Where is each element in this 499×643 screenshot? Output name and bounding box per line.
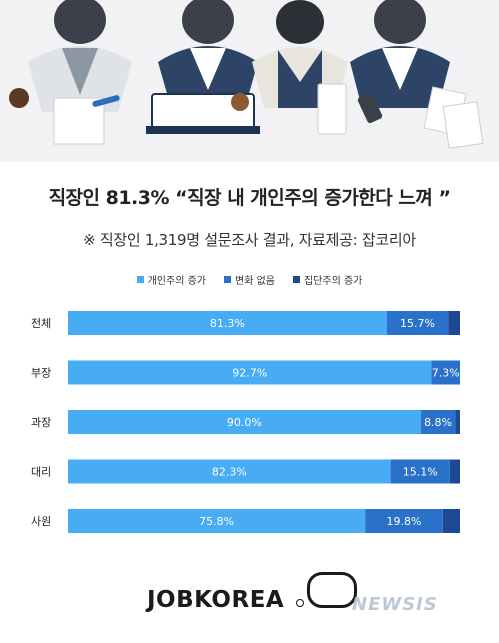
- legend-label-increase: 개인주의 증가: [147, 276, 206, 287]
- data-label: 92.7%: [232, 367, 267, 380]
- bar-segment-collective: [449, 459, 460, 484]
- hero-illustration: [0, 0, 499, 162]
- bar-segment-increase: [68, 509, 366, 533]
- legend-label-no-change: 변화 없음: [235, 276, 275, 287]
- bar-segment-increase: [68, 410, 421, 434]
- bar-segment-no-change: [431, 360, 460, 385]
- bar-segment-no-change: [390, 459, 450, 484]
- office-workers-illustration: [9, 0, 484, 149]
- worker-2-figure: [146, 0, 260, 134]
- legend-swatch-no-change: [224, 276, 231, 283]
- legend-label-collective: 집단주의 증가: [303, 276, 363, 287]
- worker-3-figure: [252, 0, 348, 135]
- jobkorea-logo: JOBKOREA: [147, 587, 285, 613]
- legend-swatch-collective: [292, 276, 300, 283]
- category-label: 전체: [31, 317, 51, 330]
- data-label: 90.0%: [227, 416, 262, 429]
- data-label: 7.3%: [432, 367, 460, 380]
- bar-segment-collective: [455, 410, 460, 434]
- stacked-bar-chart: 전체 81.3% 15.7% 부장 92.7% 7.3% 과장 90.0% 8.8% 대리 82.3…: [31, 311, 460, 533]
- bar-segment-increase: [68, 360, 432, 385]
- bar-segment-increase: [68, 459, 391, 484]
- data-label: 82.3%: [212, 466, 247, 479]
- data-label: 81.3%: [210, 317, 245, 330]
- bar-segment-no-change: [365, 509, 443, 533]
- category-label: 대리: [31, 466, 51, 479]
- legend-item-increase: 개인주의 증가: [136, 272, 206, 287]
- data-label: 15.7%: [400, 317, 435, 330]
- bar-segment-collective: [448, 311, 460, 335]
- data-label: 8.8%: [424, 416, 452, 429]
- legend-swatch-increase: [136, 276, 144, 283]
- chart-legend: 개인주의 증가 변화 없음 집단주의 증가: [0, 272, 499, 287]
- data-label: 75.8%: [199, 515, 234, 528]
- logo-dot-mark: [296, 599, 304, 607]
- data-label: 19.8%: [386, 515, 421, 528]
- category-label: 부장: [31, 367, 51, 380]
- worker-4-figure: [350, 0, 484, 149]
- logo-ring-mark: [307, 572, 357, 608]
- legend-item-collective: 집단주의 증가: [292, 272, 363, 287]
- category-label: 과장: [31, 416, 51, 429]
- data-label: 15.1%: [403, 466, 438, 479]
- newsis-watermark: NEWSIS: [352, 594, 438, 615]
- bar-segment-collective: [442, 509, 460, 533]
- bar-segment-no-change: [420, 410, 456, 434]
- category-label: 사원: [31, 515, 51, 528]
- legend-item-no-change: 변화 없음: [224, 272, 275, 287]
- bar-segment-increase: [68, 311, 387, 335]
- chart-subtitle: ※ 직장인 1,319명 설문조사 결과, 자료제공: 잡코리아: [83, 231, 416, 249]
- chart-title: 직장인 81.3% “직장 내 개인주의 증가한다 느껴 ”: [48, 187, 451, 209]
- bar-segment-no-change: [386, 311, 449, 335]
- worker-1-figure: [9, 0, 132, 145]
